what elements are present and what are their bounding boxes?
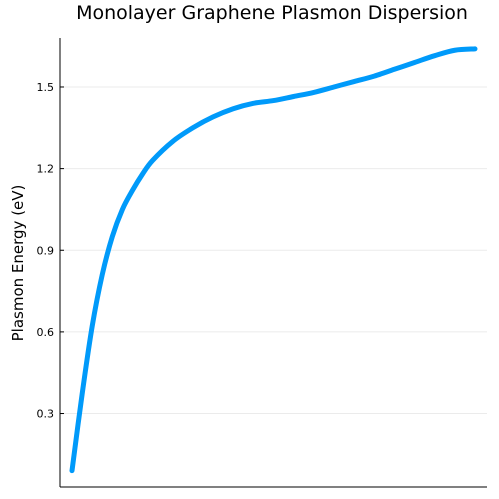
y-tick-label: 0.6 xyxy=(37,326,55,339)
y-tick-label: 1.2 xyxy=(37,163,55,176)
y-tick-label: 1.5 xyxy=(37,81,55,94)
series-line-0 xyxy=(69,46,478,474)
series-group xyxy=(69,46,478,474)
grid xyxy=(60,86,487,415)
y-ticks: 0.3 0.6 0.9 1.2 1.5 xyxy=(37,81,64,421)
y-axis-label: Plasmon Energy (eV) xyxy=(9,185,27,342)
y-tick-label: 0.3 xyxy=(37,408,55,421)
y-tick-label: 0.9 xyxy=(37,244,55,257)
chart-title: Monolayer Graphene Plasmon Dispersion xyxy=(76,2,468,24)
